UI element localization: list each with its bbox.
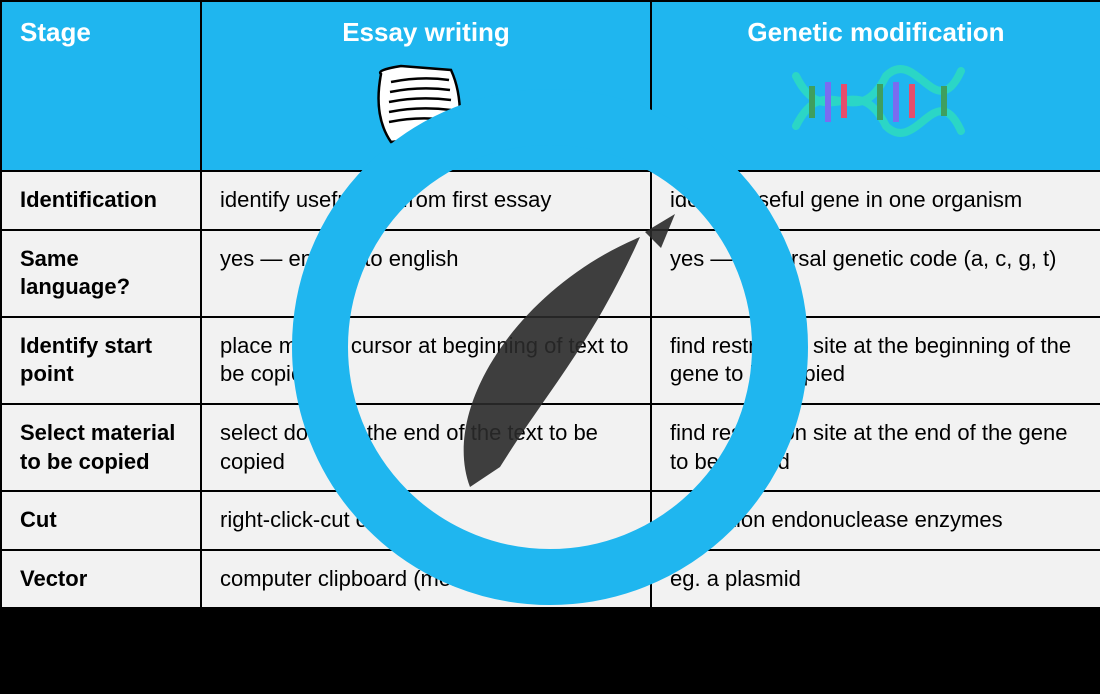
table-row: Cut right-click-cut or ctrl-x restrictio… [1, 491, 1100, 550]
table-row: Identify start point place mouse cursor … [1, 317, 1100, 404]
essay-cell: select down to the end of the text to be… [201, 404, 651, 491]
paper-pencil-icon [351, 56, 501, 165]
gm-cell: eg. a plasmid [651, 550, 1100, 609]
col-header-label: Genetic modification [747, 17, 1004, 47]
stage-cell: Same language? [1, 230, 201, 317]
gm-cell: find restriction site at the beginning o… [651, 317, 1100, 404]
gm-cell: find restriction site at the end of the … [651, 404, 1100, 491]
table-row: Vector computer clipboard (memory) eg. a… [1, 550, 1100, 609]
gm-cell: identify useful gene in one organism [651, 171, 1100, 230]
essay-cell: place mouse cursor at beginning of text … [201, 317, 651, 404]
table-row: Select material to be copied select down… [1, 404, 1100, 491]
stage-cell: Select material to be copied [1, 404, 201, 491]
header-row: Stage Essay writing [1, 1, 1100, 171]
col-header-essay: Essay writing [201, 1, 651, 171]
col-header-label: Stage [20, 17, 91, 47]
col-header-gm: Genetic modification [651, 1, 1100, 171]
table-row: Same language? yes — english to english … [1, 230, 1100, 317]
table-body: Identification identify useful text from… [1, 171, 1100, 608]
gm-cell: restriction endonuclease enzymes [651, 491, 1100, 550]
essay-cell: right-click-cut or ctrl-x [201, 491, 651, 550]
essay-cell: computer clipboard (memory) [201, 550, 651, 609]
stage-cell: Cut [1, 491, 201, 550]
col-header-stage: Stage [1, 1, 201, 171]
essay-cell: identify useful text from first essay [201, 171, 651, 230]
stage-cell: Identify start point [1, 317, 201, 404]
essay-cell: yes — english to english [201, 230, 651, 317]
col-header-label: Essay writing [342, 17, 510, 47]
stage-cell: Vector [1, 550, 201, 609]
gm-cell: yes — universal genetic code (a, c, g, t… [651, 230, 1100, 317]
dna-icon [786, 56, 966, 155]
table-row: Identification identify useful text from… [1, 171, 1100, 230]
comparison-table: Stage Essay writing [0, 0, 1100, 609]
stage-cell: Identification [1, 171, 201, 230]
